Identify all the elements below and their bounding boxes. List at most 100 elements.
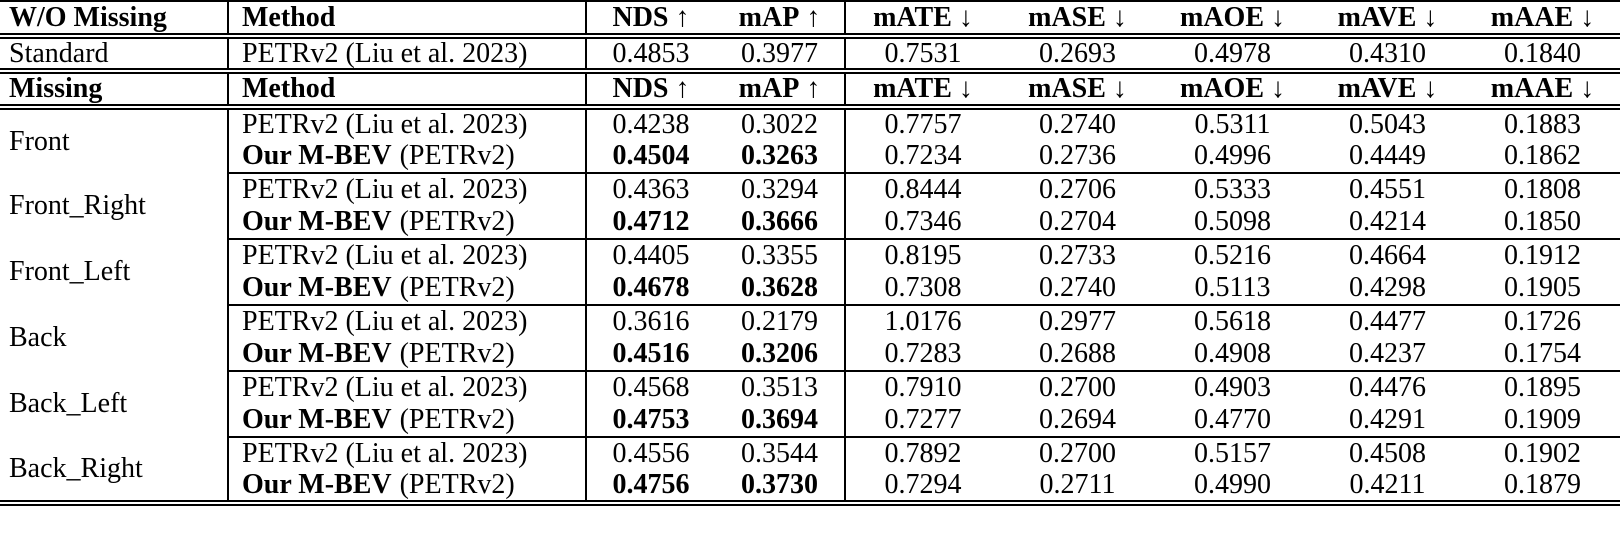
metric-value-maae: 0.1840 [1465,36,1620,75]
metric-value: 0.1879 [1504,469,1581,501]
metric-value: 0.5113 [1155,271,1310,306]
col-header-maae: mAAE ↓ [1465,71,1620,110]
ours-method-name: Our M-BEV [242,206,392,238]
method-label: Our M-BEV (PETRv2) [228,337,587,372]
metric-value: 0.7308 [845,271,1000,306]
metric-value: 0.4298 [1310,271,1465,306]
ours-method-name: Our M-BEV [242,404,392,436]
metric-value-nds: 0.4853 [586,36,715,75]
group-row-baseline: Back_Left PETRv2 (Liu et al. 2023) 0.4568 0… [0,370,1620,437]
metric-value-mave: 0.4310 [1310,36,1465,75]
scenario-label: Standard [0,36,229,75]
metric-value: 0.2704 [1000,205,1155,240]
col-header-wo-missing: W/O Missing [0,1,229,39]
col-header-mave: mAVE ↓ [1310,1,1465,39]
benchmark-results-table: W/O Missing Method NDS ↑ mAP ↑ mATE ↓ mASE ↓… [0,0,1620,506]
group-row-ours: Our M-BEV (PETRv2) 0.4753 0.3694 0.7277 0.269… [0,403,1620,438]
metric-value: 1.0176 [884,306,962,338]
col-header-maae: mAAE ↓ [1465,1,1620,39]
group-row-baseline: Front_Right PETRv2 (Liu et al. 2023) 0.436… [0,172,1620,239]
up-arrow-icon: ↑ [806,1,821,33]
metric-value: 0.4908 [1155,337,1310,372]
metric-value: 0.3544 [715,436,846,470]
group-row-ours: Our M-BEV (PETRv2) 0.4504 0.3263 0.7234 0.273… [0,139,1620,174]
metric-value: 0.1883 [1504,109,1581,140]
ours-method-backbone: (PETRv2) [399,404,515,436]
metric-value: 0.4903 [1194,372,1271,404]
metric-value: 0.4363 [612,174,690,206]
metric-value: 0.1912 [1504,240,1581,272]
up-arrow-icon: ↑ [675,73,690,105]
down-arrow-icon: ↓ [958,73,973,105]
metric-value: 0.1850 [1465,205,1620,240]
group-row-baseline: Back PETRv2 (Liu et al. 2023) 0.3616 0.2179… [0,304,1620,371]
down-arrow-icon: ↓ [1423,73,1438,105]
metric-value: 0.2977 [1039,306,1116,338]
metric-value: 0.8444 [884,174,962,206]
group-row-ours: Our M-BEV (PETRv2) 0.4712 0.3666 0.7346 0.270… [0,205,1620,240]
metric-value: 0.1905 [1465,271,1620,306]
metric-value: 0.4678 [586,271,715,306]
metric-value: 0.2733 [1039,240,1116,272]
metric-value: 0.7346 [845,205,1000,240]
ours-method-name: Our M-BEV [242,140,392,172]
group-row-ours: Our M-BEV (PETRv2) 0.4678 0.3628 0.7308 0.274… [0,271,1620,306]
metric-value: 0.2700 [1039,372,1116,404]
down-arrow-icon: ↓ [1271,1,1285,33]
metric-value: 0.5098 [1155,205,1310,240]
ours-method-name: Our M-BEV [242,469,392,501]
metric-value: 0.1754 [1465,337,1620,372]
metric-value: 0.3730 [715,469,846,503]
scenario-label: Front [0,106,229,173]
metric-value: 0.4770 [1155,403,1310,438]
metric-value-mase: 0.2693 [1000,36,1155,75]
metric-value: 0.3263 [715,139,846,174]
col-header-mate: mATE ↓ [845,71,1000,110]
metric-value: 0.4990 [1194,469,1271,501]
metric-value: 0.5043 [1349,109,1426,140]
method-label: PETRv2 (Liu et al. 2023) [228,172,587,206]
col-header-map: mAP ↑ [715,1,846,39]
metric-value: 0.4508 [1349,438,1426,470]
ours-method-name: Our M-BEV [242,338,392,370]
method-label: Our M-BEV (PETRv2) [228,271,587,306]
method-label: Our M-BEV (PETRv2) [228,403,587,438]
up-arrow-icon: ↑ [806,73,821,105]
metric-value: 0.3513 [715,370,846,404]
col-header-mave: mAVE ↓ [1310,71,1465,110]
scenario-label: Back_Right [0,436,229,503]
method-label: Our M-BEV (PETRv2) [228,469,587,503]
metric-value: 0.4996 [1155,139,1310,174]
metric-value: 0.4476 [1349,372,1426,404]
metric-value: 0.1726 [1504,306,1581,338]
up-arrow-icon: ↑ [675,1,690,33]
metric-value: 0.7294 [884,469,962,501]
col-header-nds: NDS ↑ [586,71,715,110]
metric-value: 0.4516 [586,337,715,372]
metric-value: 0.5618 [1194,306,1271,338]
metric-value: 0.2740 [1000,271,1155,306]
scenario-label: Back [0,304,229,371]
metric-value: 0.4753 [586,403,715,438]
col-header-mate: mATE ↓ [845,1,1000,39]
metric-value: 0.3294 [715,172,846,206]
metric-value: 0.4211 [1349,469,1426,501]
metric-value: 0.4664 [1349,240,1426,272]
col-header-mase: mASE ↓ [1000,71,1155,110]
col-header-nds: NDS ↑ [586,1,715,39]
metric-value-maoe: 0.4978 [1155,36,1310,75]
metric-value: 0.2706 [1039,174,1116,206]
col-header-maoe: mAOE ↓ [1155,71,1310,110]
down-arrow-icon: ↓ [1112,1,1127,33]
col-header-mase: mASE ↓ [1000,1,1155,39]
metric-value: 0.1895 [1504,372,1581,404]
metric-value: 0.4405 [612,240,690,272]
metric-value: 0.2711 [1039,469,1116,501]
method-label: Our M-BEV (PETRv2) [228,205,587,240]
ours-method-backbone: (PETRv2) [399,469,515,501]
metric-value: 0.4477 [1349,306,1426,338]
group-row-baseline: Back_Right PETRv2 (Liu et al. 2023) 0.4556… [0,436,1620,503]
metric-value-map: 0.3977 [715,36,846,75]
metric-value: 0.7910 [884,372,962,404]
